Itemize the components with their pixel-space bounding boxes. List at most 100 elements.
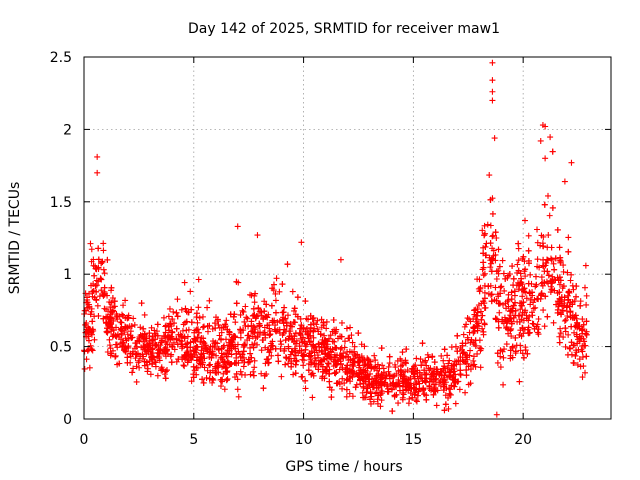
data-point [452, 400, 459, 407]
data-point [579, 374, 586, 381]
data-point [545, 192, 552, 199]
data-point [194, 334, 201, 341]
data-point [425, 354, 432, 361]
data-point [515, 267, 522, 274]
data-point [477, 308, 484, 315]
data-point [190, 338, 197, 345]
data-point [323, 367, 330, 374]
data-point [509, 354, 516, 361]
data-point [149, 361, 156, 368]
data-point [481, 321, 488, 328]
data-point [132, 355, 139, 362]
data-point [534, 256, 541, 263]
data-point [372, 357, 379, 364]
data-point [118, 325, 125, 332]
data-point [517, 347, 524, 354]
data-point [488, 268, 495, 275]
data-point [347, 324, 354, 331]
data-point [496, 309, 503, 316]
data-point [479, 312, 486, 319]
data-point [154, 321, 161, 328]
data-point [195, 329, 202, 336]
data-point [325, 360, 332, 367]
data-point [310, 342, 317, 349]
data-point [554, 226, 561, 233]
data-point [442, 401, 449, 408]
data-point [547, 134, 554, 141]
data-point [325, 360, 332, 367]
data-point [473, 318, 480, 325]
data-point [283, 355, 290, 362]
data-point [215, 321, 222, 328]
data-point [287, 320, 294, 327]
data-point [234, 376, 241, 383]
data-point [337, 352, 344, 359]
data-point [346, 375, 353, 382]
data-point [346, 390, 353, 397]
data-point [496, 263, 503, 270]
data-point [276, 288, 283, 295]
data-point [493, 411, 500, 418]
data-point [93, 266, 100, 273]
data-point [90, 280, 97, 287]
y-tick-label: 2 [63, 122, 72, 138]
data-point [169, 329, 176, 336]
data-point [567, 277, 574, 284]
data-point [252, 315, 259, 322]
data-point [251, 299, 258, 306]
data-point [489, 77, 496, 84]
data-point [560, 283, 567, 290]
data-point [510, 275, 517, 282]
data-point [285, 345, 292, 352]
data-point [487, 264, 494, 271]
data-point [538, 232, 545, 239]
data-point [426, 382, 433, 389]
data-point [487, 196, 494, 203]
data-point [148, 346, 155, 353]
data-point [521, 309, 528, 316]
data-point [140, 336, 147, 343]
data-point [310, 327, 317, 334]
data-point [261, 329, 268, 336]
data-point [193, 326, 200, 333]
data-point [139, 332, 146, 339]
data-point [403, 346, 410, 353]
data-point [252, 290, 259, 297]
data-point [339, 385, 346, 392]
data-point [291, 345, 298, 352]
data-point [446, 390, 453, 397]
data-point [182, 305, 189, 312]
data-point [481, 305, 488, 312]
data-point [444, 352, 451, 359]
data-point [156, 346, 163, 353]
data-point [208, 354, 215, 361]
data-point [472, 342, 479, 349]
data-point [216, 332, 223, 339]
data-point [85, 346, 92, 353]
data-point [361, 343, 368, 350]
data-point [234, 386, 241, 393]
data-point [217, 335, 224, 342]
data-point [459, 350, 466, 357]
data-point [409, 394, 416, 401]
data-point [252, 326, 259, 333]
data-point [371, 375, 378, 382]
data-point [217, 376, 224, 383]
data-point [98, 287, 105, 294]
data-point [334, 380, 341, 387]
data-point [214, 316, 221, 323]
data-point [540, 256, 547, 263]
data-point [173, 325, 180, 332]
data-point [579, 348, 586, 355]
data-point [497, 364, 504, 371]
data-point [481, 222, 488, 229]
data-point [403, 377, 410, 384]
data-point [272, 309, 279, 316]
data-point [282, 354, 289, 361]
data-point [525, 329, 532, 336]
data-point [280, 320, 287, 327]
data-point [555, 303, 562, 310]
data-point [445, 405, 452, 412]
data-point [577, 302, 584, 309]
data-point [188, 306, 195, 313]
